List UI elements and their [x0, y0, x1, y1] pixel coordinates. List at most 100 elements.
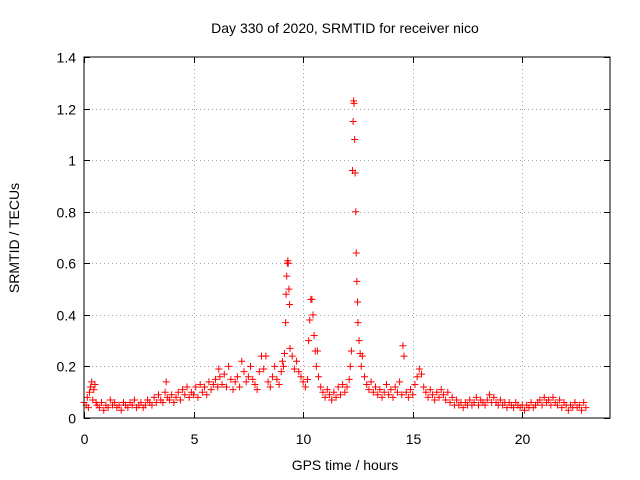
- data-point: [339, 380, 347, 388]
- data-point: [521, 406, 529, 414]
- data-point: [95, 404, 103, 412]
- y-tick-label: 0.6: [57, 256, 77, 272]
- data-point: [437, 386, 445, 394]
- data-point: [315, 373, 323, 381]
- x-tick-label: 0: [81, 431, 89, 447]
- data-point: [150, 393, 158, 401]
- data-point: [387, 386, 395, 394]
- data-point: [159, 399, 167, 407]
- data-point: [393, 388, 401, 396]
- data-point: [325, 391, 333, 399]
- data-point: [238, 357, 246, 365]
- data-point: [236, 383, 244, 391]
- data-point: [260, 365, 268, 373]
- data-point: [351, 136, 359, 144]
- data-point: [194, 393, 202, 401]
- data-point: [459, 404, 467, 412]
- data-point: [353, 277, 361, 285]
- data-point: [209, 380, 217, 388]
- data-point: [309, 311, 317, 319]
- data-point: [582, 404, 590, 412]
- data-point: [192, 383, 200, 391]
- y-tick-label: 1: [68, 153, 76, 169]
- data-point: [255, 368, 263, 376]
- data-point: [481, 401, 489, 409]
- data-point: [545, 396, 553, 404]
- data-point: [172, 393, 180, 401]
- data-point: [448, 393, 456, 401]
- data-point: [503, 404, 511, 412]
- data-point: [279, 362, 287, 370]
- data-point: [308, 295, 316, 303]
- data-point: [415, 365, 423, 373]
- data-point: [536, 396, 544, 404]
- data-point: [183, 383, 191, 391]
- data-point: [275, 380, 283, 388]
- data-point: [350, 99, 358, 107]
- data-point: [547, 401, 555, 409]
- data-point: [361, 373, 369, 381]
- data-point: [398, 391, 406, 399]
- data-point: [271, 362, 279, 370]
- data-point: [330, 388, 338, 396]
- data-point: [293, 357, 301, 365]
- data-point: [382, 380, 390, 388]
- data-point: [253, 386, 261, 394]
- data-point: [242, 378, 250, 386]
- data-point: [106, 396, 114, 404]
- data-point: [347, 347, 355, 355]
- data-point: [220, 370, 228, 378]
- data-point: [413, 373, 421, 381]
- data-point: [354, 319, 362, 327]
- data-point: [176, 396, 184, 404]
- data-point: [409, 391, 417, 399]
- data-point: [313, 347, 321, 355]
- data-point: [179, 386, 187, 394]
- data-point: [201, 383, 209, 391]
- data-point: [418, 370, 426, 378]
- data-point: [527, 399, 535, 407]
- x-tick-label: 20: [515, 431, 531, 447]
- data-point: [244, 373, 252, 381]
- data-point: [470, 399, 478, 407]
- data-point: [538, 401, 546, 409]
- data-point: [91, 380, 99, 388]
- data-point: [128, 401, 136, 409]
- data-point: [426, 386, 434, 394]
- data-point: [332, 393, 340, 401]
- data-point: [345, 375, 353, 383]
- data-point: [351, 169, 359, 177]
- data-point: [328, 396, 336, 404]
- data-point: [286, 344, 294, 352]
- data-point: [155, 391, 163, 399]
- y-tick-label: 0: [68, 411, 76, 427]
- data-point: [84, 404, 92, 412]
- data-point: [268, 373, 276, 381]
- data-point: [290, 365, 298, 373]
- data-point: [212, 375, 219, 383]
- x-tick-label: 15: [406, 431, 422, 447]
- grid: [84, 57, 610, 418]
- data-point: [483, 396, 491, 404]
- data-point: [540, 393, 548, 401]
- data-point: [357, 362, 365, 370]
- data-point: [553, 401, 561, 409]
- data-point: [251, 380, 259, 388]
- data-point: [277, 368, 285, 376]
- data-point: [282, 319, 290, 327]
- data-point: [349, 117, 357, 125]
- data-point: [358, 352, 366, 360]
- data-point: [341, 388, 349, 396]
- data-point: [297, 373, 305, 381]
- y-tick-label: 1.2: [57, 102, 77, 118]
- data-point: [352, 249, 360, 257]
- data-point: [371, 383, 379, 391]
- data-point: [301, 383, 309, 391]
- data-point: [549, 393, 557, 401]
- data-point: [433, 388, 441, 396]
- data-point: [310, 331, 318, 339]
- data-point: [336, 391, 344, 399]
- data-point: [247, 362, 255, 370]
- data-point: [580, 399, 588, 407]
